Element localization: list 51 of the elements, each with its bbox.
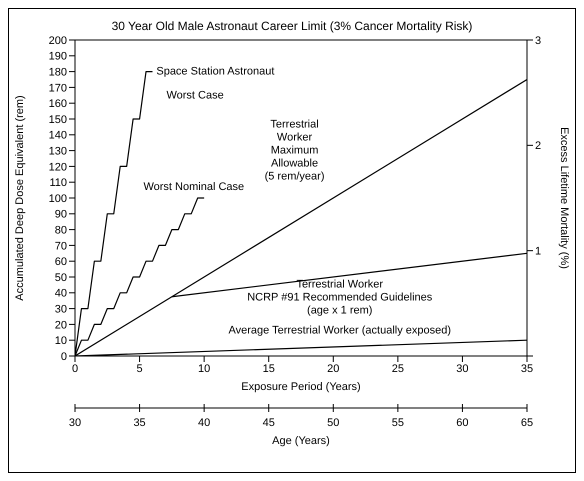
- y-tick-label: 60: [54, 256, 67, 268]
- x2-tick-label: 60: [456, 417, 469, 429]
- y-tick-label: 30: [54, 304, 67, 316]
- x-tick-label: 15: [262, 362, 275, 375]
- annotation: Worst Nominal Case: [143, 180, 244, 193]
- y-tick-label: 200: [48, 34, 67, 47]
- x2-axis-title: Age (Years): [272, 435, 330, 447]
- y-tick-label: 20: [54, 319, 67, 332]
- y-tick-label: 160: [48, 98, 67, 110]
- x-tick-label: 20: [327, 362, 340, 375]
- x-tick-label: 35: [520, 362, 534, 375]
- x-axis-title: Exposure Period (Years): [241, 381, 361, 393]
- x2-tick-label: 40: [198, 417, 210, 429]
- y2-tick-label: 2: [535, 140, 542, 152]
- y-tick-label: 100: [48, 192, 67, 205]
- y-tick-label: 150: [48, 114, 67, 126]
- x-tick-label: 25: [392, 362, 404, 375]
- y-tick-label: 130: [48, 146, 67, 158]
- y2-axis-title: Excess Lifetime Mortality (%): [558, 127, 570, 269]
- annotation: Average Terrestrial Worker (actually exposed): [228, 324, 452, 337]
- y-tick-label: 110: [49, 177, 67, 190]
- y-tick-label: 70: [54, 240, 67, 252]
- y-tick-label: 180: [48, 66, 67, 79]
- y-tick-label: 190: [48, 50, 67, 63]
- annotation: Worst Case: [166, 89, 224, 102]
- x-tick-label: 5: [136, 362, 143, 375]
- y-tick-label: 170: [48, 82, 67, 94]
- chart-title: 30 Year Old Male Astronaut Career Limit (3% Cancer Mortality Risk): [110, 19, 474, 33]
- y2-tick-label: 1: [535, 246, 542, 258]
- y-tick-label: 0: [60, 350, 67, 363]
- x2-tick-label: 30: [68, 417, 82, 429]
- y2-tick-label: 3: [535, 34, 542, 47]
- y-tick-label: 140: [48, 130, 67, 142]
- x-tick-label: 10: [198, 362, 210, 375]
- y-axis-title: Accumulated Deep Dose Equivalent (rem): [14, 95, 26, 301]
- x2-tick-label: 50: [327, 417, 340, 429]
- y-tick-label: 120: [48, 161, 67, 174]
- y-tick-label: 90: [54, 208, 67, 221]
- annotation: Terrestrial Worker NCRP #91 Recommended Guidelines (age x 1 rem): [247, 278, 433, 316]
- annotation: Terrestrial Worker Maximum Allowable (5 rem/year): [264, 118, 324, 183]
- x2-tick-label: 55: [392, 417, 404, 429]
- x-tick-label: 0: [72, 362, 78, 375]
- y-tick-label: 40: [54, 288, 67, 300]
- x2-tick-label: 35: [133, 417, 146, 429]
- x2-tick-label: 65: [520, 417, 534, 429]
- x-tick-label: 30: [456, 362, 469, 375]
- y-tick-label: 80: [54, 224, 67, 237]
- x2-tick-label: 45: [262, 417, 275, 429]
- y-tick-label: 50: [54, 272, 67, 284]
- y-tick-label: 10: [54, 335, 67, 348]
- annotation: Space Station Astronaut: [156, 66, 274, 78]
